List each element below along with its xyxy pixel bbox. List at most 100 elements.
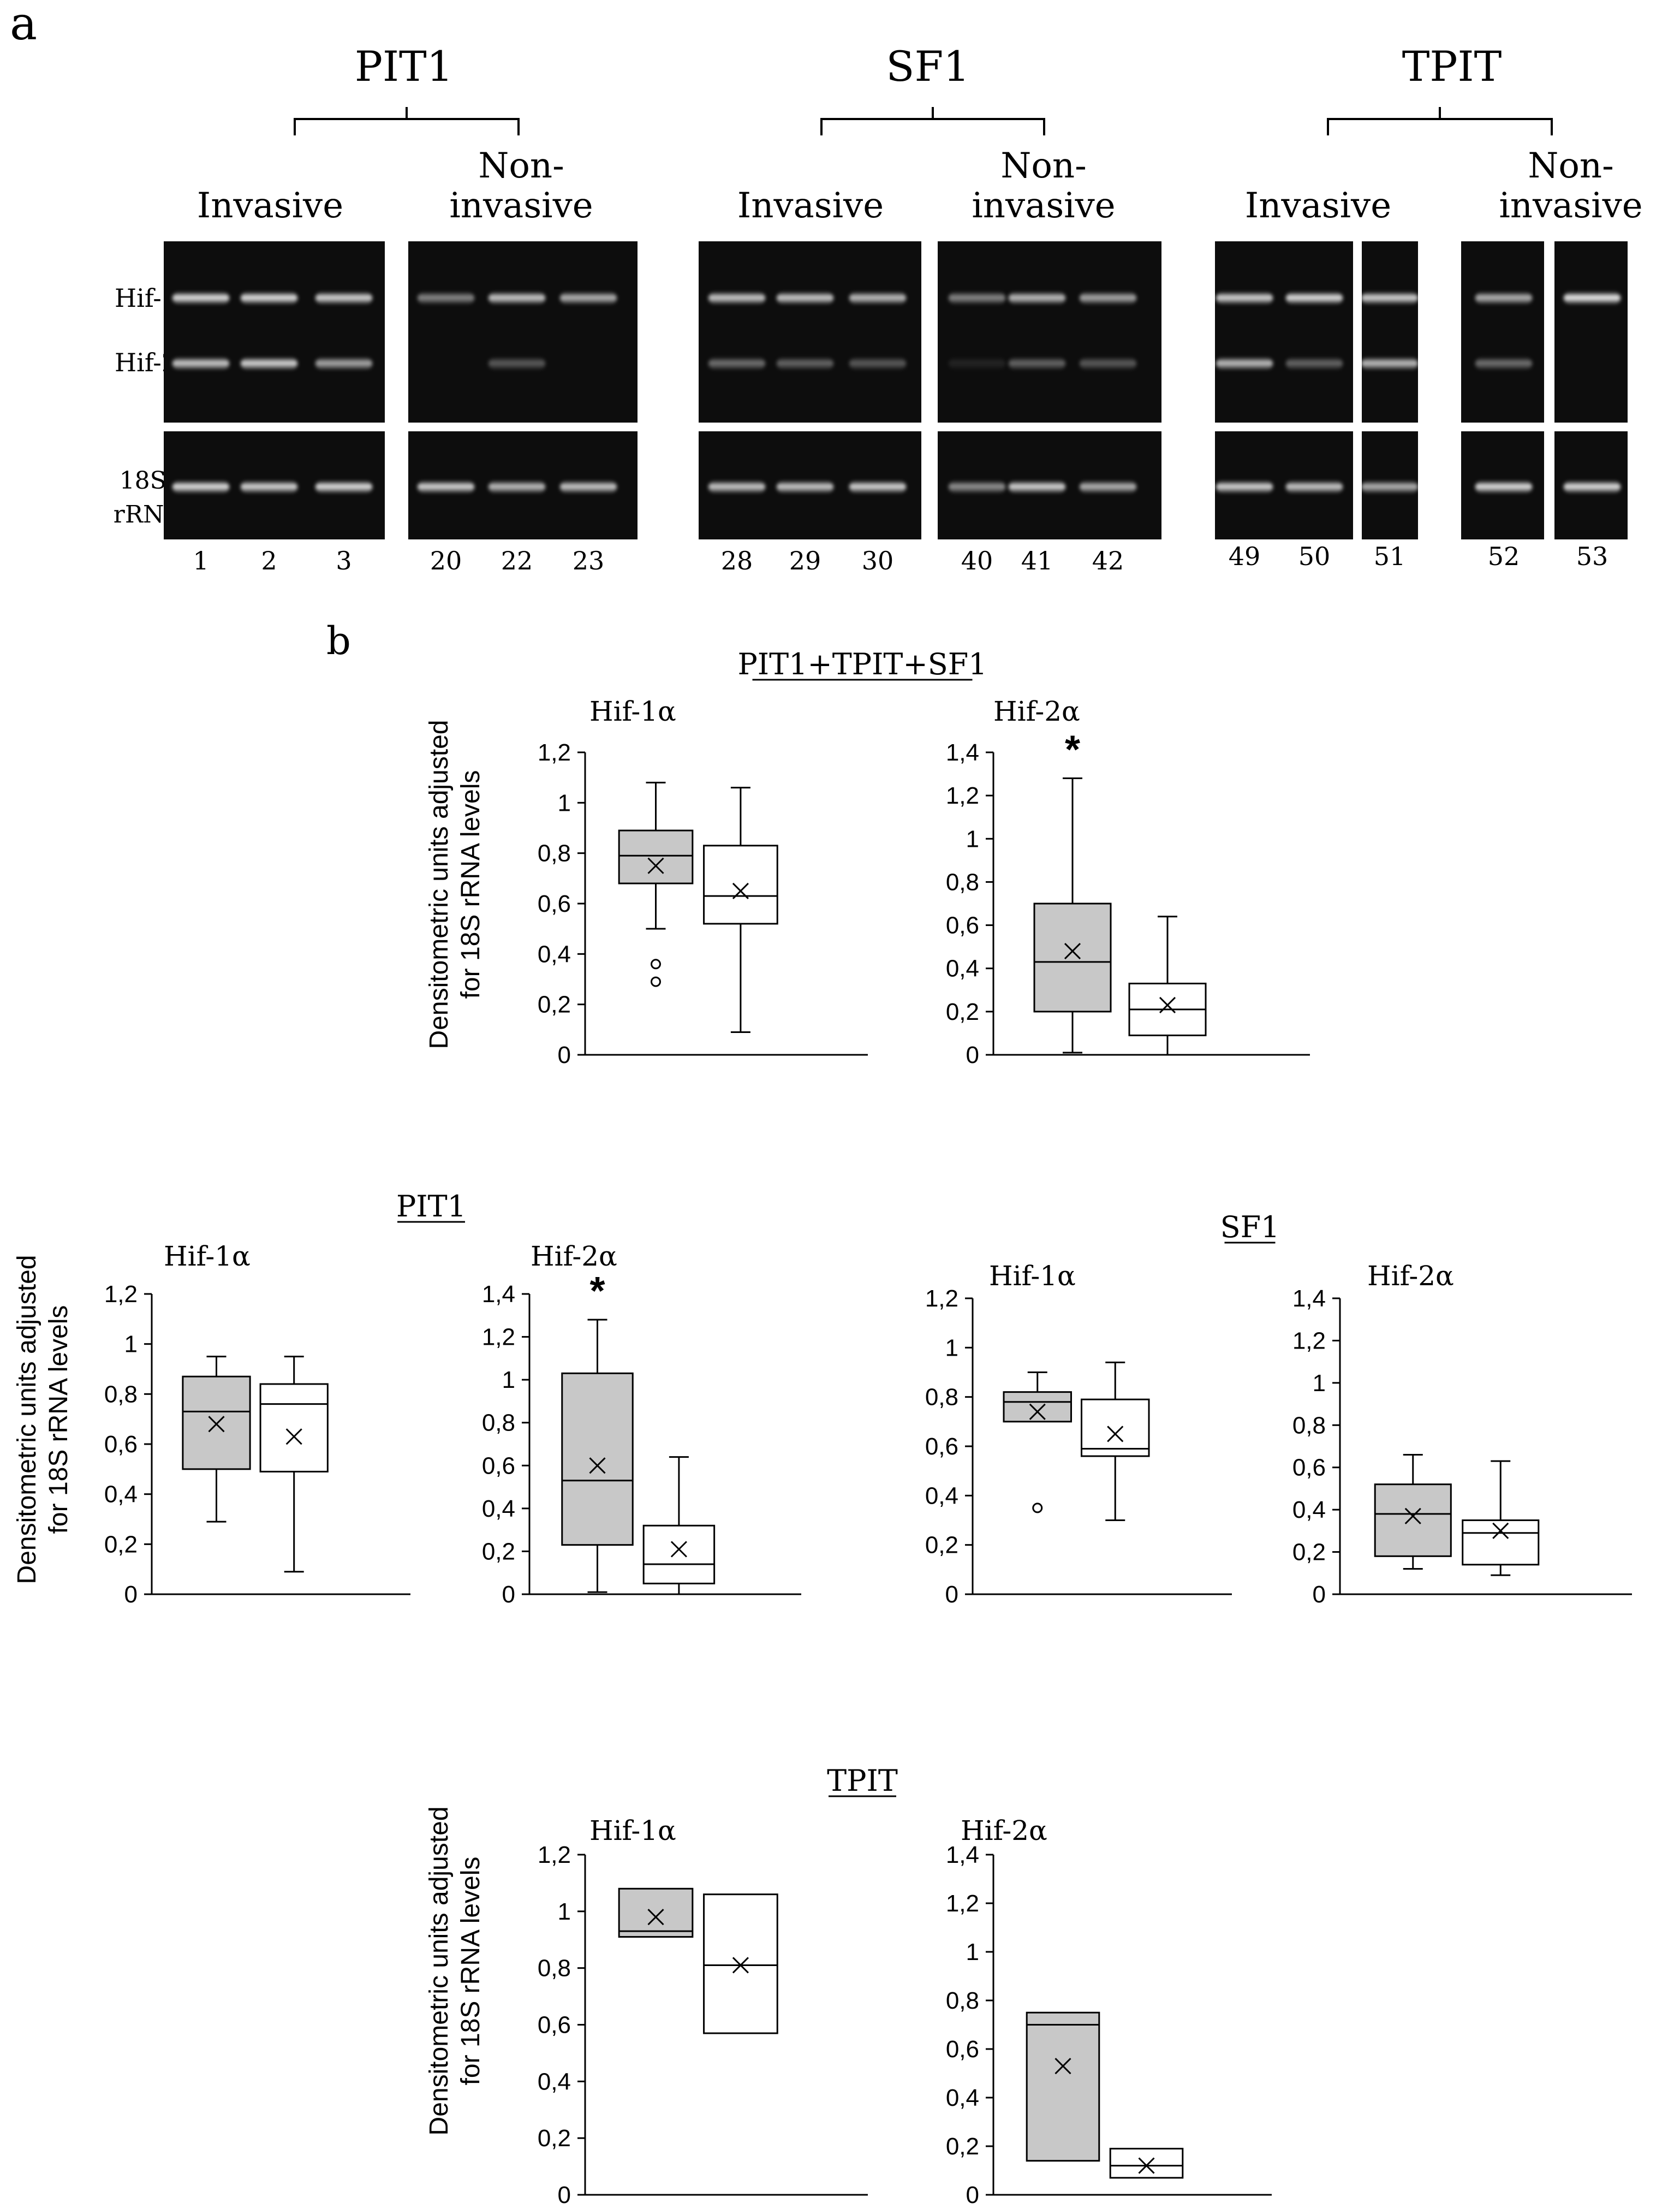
mean-marker: [732, 882, 749, 899]
gel-band-hif1: [1475, 292, 1532, 304]
gel-band-hif1: [488, 292, 545, 304]
y-tick-label: 1: [966, 1939, 979, 1965]
box-invasive: [1374, 1453, 1452, 1570]
box-iqr: [1081, 1398, 1150, 1457]
y-tick-label: 0,4: [482, 1495, 515, 1522]
lane-number: 40: [961, 546, 993, 575]
outlier-point: [651, 959, 661, 970]
gel-band-hif1: [315, 292, 372, 304]
y-tick-label: 1,4: [1292, 1285, 1326, 1312]
y-tick-label: 0,4: [946, 955, 979, 982]
panel-a-gels: aHif-1α-Hif-2α-18S-rRNAPIT1InvasiveNon-i…: [10, 0, 1643, 575]
y-axis-label: Densitometric units adjusted for 18S rRNA…: [13, 1255, 73, 1584]
boxplot-pit1-tpit-sf1-hif1a: Hif-1α 0 0,2 0,4 0,6 0,8 1 1,2: [538, 696, 868, 1068]
box-invasive: *: [1033, 728, 1112, 1054]
gel-band-rrna: [1080, 481, 1136, 493]
boxplot-title: Hif-2α: [993, 696, 1080, 727]
gel-group-tpit: TPIT Invasive Non-invasive 49 50 51 52 53: [1215, 42, 1643, 571]
lane-number: 49: [1229, 542, 1261, 571]
svg-text:Densitometric units adjusted: Densitometric units adjusted: [425, 720, 454, 1049]
gel-band-rrna: [1286, 481, 1343, 493]
svg-text:Densitometric units adjusted: Densitometric units adjusted: [425, 1807, 454, 2136]
gel-band-hif2: [1009, 358, 1065, 370]
box-iqr: [1109, 2147, 1184, 2179]
gel-group-title: PIT1: [355, 42, 453, 91]
gel-band-rrna: [1475, 481, 1532, 493]
invasive-label: Invasive: [1245, 186, 1391, 226]
y-tick-label: 0,8: [482, 1410, 515, 1436]
boxplot-pit1-tpit-sf1-hif2a: Hif-2α 0 0,2 0,4 0,6 0,8 1 1,2 1,4 *: [946, 696, 1310, 1068]
boxplot-title: Hif-2α: [961, 1815, 1047, 1846]
svg-text:for 18S rRNA levels: for 18S rRNA levels: [44, 1305, 73, 1534]
boxplot-title: Hif-1α: [164, 1240, 251, 1272]
y-tick-label: 0,4: [925, 1482, 958, 1509]
gel-band-hif2: [1361, 358, 1418, 370]
y-tick-label: 0,8: [946, 869, 979, 895]
box-noninvasive: [703, 1893, 778, 2034]
gel-image-hif: [1362, 241, 1418, 423]
gel-band-hif2: [849, 358, 906, 370]
box-iqr: [1033, 902, 1112, 1013]
y-tick-label: 0,8: [538, 1955, 571, 1982]
gel-band-hif2: [777, 358, 833, 370]
section-title: PIT1: [396, 1189, 466, 1224]
gel-band-rrna: [949, 481, 1005, 493]
noninvasive-label-line2: invasive: [972, 186, 1115, 226]
mean-marker: [670, 1541, 687, 1558]
group-bracket: [294, 107, 520, 135]
svg-text:for 18S rRNA levels: for 18S rRNA levels: [456, 770, 485, 999]
gel-band-hif2: [241, 358, 297, 370]
gel-band-hif2: [315, 358, 372, 370]
gel-band-hif2: [172, 358, 229, 370]
box-invasive: [1026, 2011, 1100, 2162]
lane-number: 52: [1488, 542, 1520, 571]
gel-band-hif1: [560, 292, 617, 304]
boxplot-pit1-hif1a: Hif-1α 0 0,2 0,4 0,6 0,8 1 1,2: [104, 1240, 410, 1608]
y-tick-label: 1,2: [538, 739, 571, 766]
lane-number: 1: [193, 546, 208, 575]
lane-number: 3: [336, 546, 352, 575]
boxplot-title: Hif-2α: [531, 1240, 617, 1272]
boxplot-sf1-hif2a: Hif-2α 0 0,2 0,4 0,6 0,8 1 1,2 1,4: [1292, 1260, 1632, 1608]
y-tick-label: 0,8: [946, 1987, 979, 2014]
mean-marker: [647, 857, 664, 874]
y-tick-label: 0,6: [946, 912, 979, 939]
lane-number: 20: [430, 546, 462, 575]
y-tick-label: 1: [1313, 1370, 1326, 1397]
lane-number: 23: [573, 546, 605, 575]
mean-marker: [647, 1909, 664, 1926]
box-noninvasive: [642, 1456, 716, 1595]
box-noninvasive: [1109, 2147, 1184, 2179]
outlier-point: [651, 976, 661, 987]
boxplot-sf1-hif1a: Hif-1α 0 0,2 0,4 0,6 0,8 1 1,2: [925, 1260, 1232, 1608]
y-tick-label: 1,2: [946, 1890, 979, 1917]
y-tick-label: 0,8: [538, 840, 571, 867]
y-tick-label: 0: [502, 1581, 515, 1608]
gel-band-rrna: [241, 481, 297, 493]
box-iqr: [642, 1524, 716, 1584]
lane-number: 28: [721, 546, 753, 575]
mean-marker: [208, 1416, 225, 1433]
y-tick-label: 0,2: [538, 2125, 571, 2152]
group-bracket: [820, 107, 1045, 135]
gel-group-title: TPIT: [1402, 42, 1502, 91]
box-iqr: [1026, 2011, 1100, 2162]
y-tick-label: 0,2: [482, 1538, 515, 1565]
gel-band-hif2: [488, 358, 545, 370]
gel-band-hif1: [708, 292, 765, 304]
y-tick-label: 0,8: [1292, 1412, 1326, 1439]
gel-image-hif: [164, 241, 385, 423]
y-tick-label: 0,8: [104, 1381, 138, 1408]
y-tick-label: 1: [124, 1331, 138, 1358]
y-tick-label: 0,2: [104, 1531, 138, 1558]
boxplot-title: Hif-1α: [989, 1260, 1076, 1292]
noninvasive-label-line1: Non-: [478, 146, 564, 186]
mean-marker: [1404, 1507, 1421, 1524]
gel-image-hif: [1461, 241, 1544, 423]
y-tick-label: 1: [945, 1334, 958, 1361]
gel-group-sf1: SF1 Invasive Non-invasive 28 29 30 40 41 42: [699, 42, 1161, 575]
significance-asterisk: *: [1065, 728, 1080, 771]
panel-label-b: b: [326, 619, 351, 663]
lane-number: 53: [1576, 542, 1608, 571]
